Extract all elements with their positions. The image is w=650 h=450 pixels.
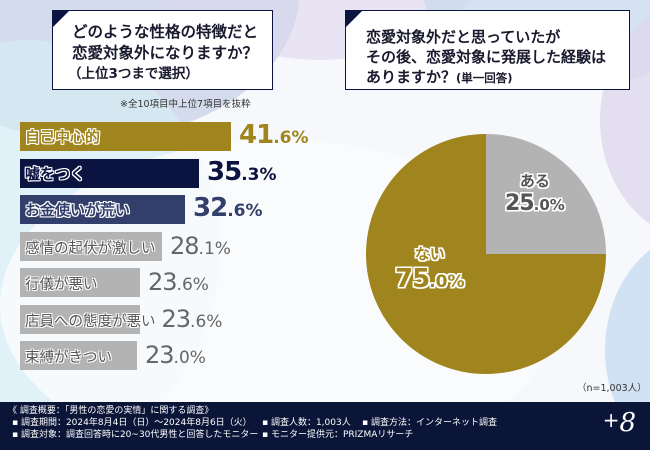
pie-value-integer: 25 <box>505 191 535 216</box>
question-sub-text: （上位3つまで選択） <box>68 66 199 82</box>
bar-value-label: 35.3% <box>207 159 277 185</box>
bar: 嘘をつく <box>20 159 199 188</box>
pie-category: ない <box>414 245 445 263</box>
footer-method: ▪ 調査方法：インターネット調査 <box>362 418 497 428</box>
bar: 感情の起伏が激しい <box>20 232 162 261</box>
brand-logo: +8 <box>603 408 636 438</box>
pie-value: 25.0% <box>505 193 565 215</box>
footer-target: ▪ 調査対象：調査回答時に20~30代男性と回答したモニター <box>12 430 259 440</box>
survey-footer: 《 調査概要：「男性の恋愛の実情」に関する調査》 ▪ 調査期間：2024年8月4… <box>0 402 650 450</box>
question-sub-text: (単一回答) <box>456 71 513 85</box>
value-decimal: .6% <box>273 128 309 148</box>
value-decimal: .0% <box>173 348 206 368</box>
bar: 束縛がきつい <box>20 341 137 370</box>
bar-label: 束縛がきつい <box>25 350 112 366</box>
question-last-text: ありますか？ <box>366 68 457 86</box>
bar-value-label: 41.6% <box>239 122 309 148</box>
footer-provider: ▪ モニター提供元：PRIZMAリサーチ <box>262 430 414 440</box>
excerpt-note: ※全10項目中上位7項目を抜粋 <box>120 99 251 110</box>
value-integer: 32 <box>193 193 228 223</box>
bar-value-label: 28.1% <box>170 234 231 258</box>
bar-label: 店員への態度が悪い <box>25 314 156 330</box>
pie-label: ない 75.0% <box>395 243 465 292</box>
value-integer: 35 <box>207 157 242 187</box>
pie-value-decimal: .0% <box>533 196 565 214</box>
bar-label: 自己中心的 <box>25 128 101 146</box>
footer-heading: 《 調査概要：「男性の恋愛の実情」に関する調査》 <box>8 406 214 416</box>
question-box-right: 恋愛対象外だと思っていたが その後、恋愛対象に発展した経験は ありますか？(単一… <box>345 10 630 90</box>
question-sub: （上位3つまで選択） <box>68 64 272 85</box>
value-integer: 23 <box>148 268 178 296</box>
bar-value-label: 23.0% <box>145 343 206 367</box>
pie-value-decimal: .0% <box>429 272 465 292</box>
question-box-left: どのような性格の特徴だと 恋愛対象外になりますか？ （上位3つまで選択） <box>52 10 273 90</box>
footer-count: ▪ 調査人数：1,003人 <box>262 418 351 428</box>
logo-plus: + <box>602 408 620 432</box>
bar: 店員への態度が悪い <box>20 305 156 334</box>
corner-accent <box>53 11 69 27</box>
logo-number: 8 <box>619 408 636 438</box>
value-integer: 23 <box>161 305 192 333</box>
bar-label: お金使いが荒い <box>25 201 131 219</box>
question-line: 恋愛対象外になりますか？ <box>72 44 259 62</box>
question-line: 恋愛対象外だと思っていたが <box>366 28 561 46</box>
question-line: その後、恋愛対象に発展した経験は <box>366 48 607 66</box>
bar-value-label: 23.6% <box>162 307 223 331</box>
sample-size-note: （n=1,003人） <box>577 383 647 394</box>
pie-label: ある 25.0% <box>505 170 565 215</box>
corner-accent <box>346 11 362 27</box>
question-line: どのような性格の特徴だと <box>72 23 259 41</box>
bar: お金使いが荒い <box>20 195 185 224</box>
bar-label: 嘘をつく <box>25 165 86 183</box>
value-decimal: .6% <box>227 201 263 221</box>
bar: 自己中心的 <box>20 122 231 151</box>
value-decimal: .6% <box>176 275 209 295</box>
bar-value-label: 32.6% <box>193 195 263 221</box>
pie-category: ある <box>519 172 550 190</box>
bar: 行儀が悪い <box>20 268 140 297</box>
value-integer: 28 <box>170 232 200 260</box>
value-integer: 23 <box>145 341 175 369</box>
bar-label: 行儀が悪い <box>25 277 98 293</box>
value-integer: 41 <box>239 120 274 150</box>
pie-value: 75.0% <box>395 266 465 292</box>
value-decimal: .6% <box>190 312 223 332</box>
pie-value-integer: 75 <box>395 264 430 294</box>
value-decimal: .3% <box>241 165 277 185</box>
bar-label: 感情の起伏が激しい <box>25 241 156 257</box>
bar-value-label: 23.6% <box>148 270 209 294</box>
question-line: ありますか？(単一回答) <box>366 67 629 88</box>
footer-period: ▪ 調査期間：2024年8月4日（日）～2024年8月6日（火） <box>12 418 252 428</box>
value-decimal: .1% <box>198 239 231 259</box>
